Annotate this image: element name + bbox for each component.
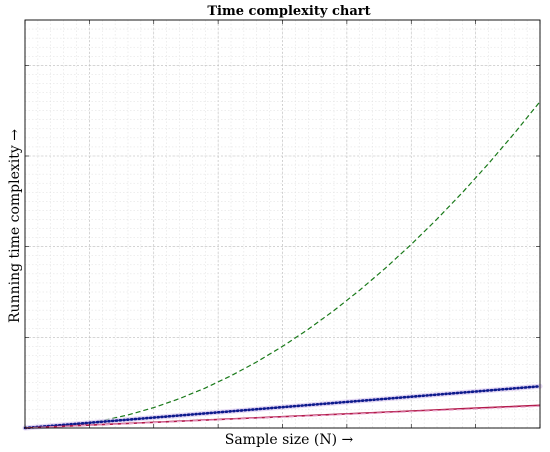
x-axis-label: Sample size (N) → — [225, 432, 354, 448]
series-line-4 — [24, 405, 541, 429]
series-line-1 — [24, 101, 541, 429]
y-axis-label: Running time complexity → — [7, 129, 23, 323]
series-line-2 — [23, 384, 542, 430]
plot-frame — [24, 19, 541, 429]
series-layer — [22, 101, 543, 431]
chart-title: Time complexity chart — [207, 4, 370, 19]
